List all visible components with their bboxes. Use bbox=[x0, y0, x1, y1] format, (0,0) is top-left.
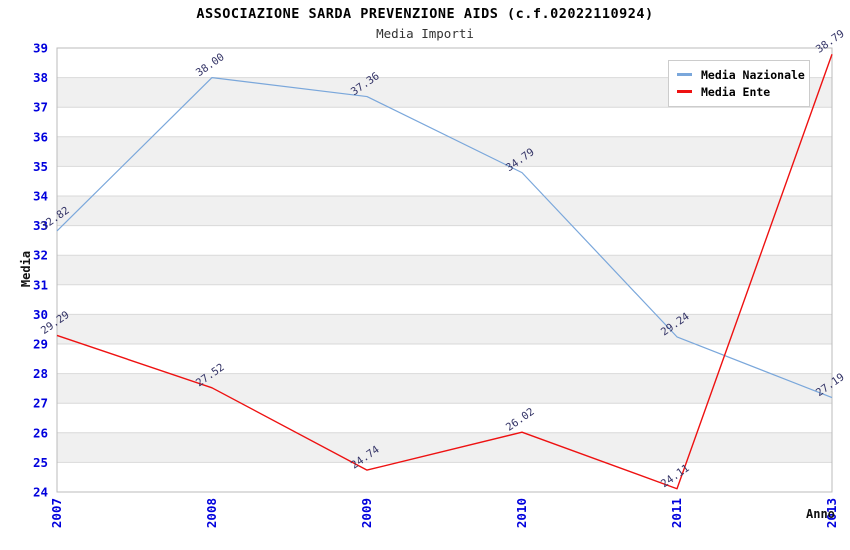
y-tick-label: 36 bbox=[33, 129, 48, 144]
y-tick-label: 39 bbox=[33, 41, 48, 56]
y-tick-label: 25 bbox=[33, 455, 48, 470]
y-tick-label: 33 bbox=[33, 218, 48, 233]
y-gridlines bbox=[57, 77, 832, 463]
band-row bbox=[57, 225, 832, 256]
band-row bbox=[57, 196, 832, 226]
series-line-media-ente bbox=[56, 53, 833, 490]
y-tick-label: 24 bbox=[33, 485, 48, 500]
chart-legend: Media Nazionale Media Ente bbox=[668, 60, 810, 107]
y-axis-title: Media bbox=[19, 250, 33, 288]
x-tick-labels: 2007 2008 2009 2010 2011 2013 bbox=[49, 498, 839, 528]
y-tick-label: 38 bbox=[33, 70, 48, 85]
legend-label: Media Ente bbox=[701, 84, 771, 99]
chart-title: ASSOCIAZIONE SARDA PREVENZIONE AIDS (c.f… bbox=[196, 6, 654, 22]
series-line-media-nazionale bbox=[56, 76, 833, 399]
x-tick-label: 2008 bbox=[204, 498, 219, 528]
x-tick-label: 2010 bbox=[514, 498, 529, 528]
y-tick-label: 37 bbox=[33, 100, 48, 115]
y-tick-label: 32 bbox=[33, 248, 48, 263]
x-tick-label: 2011 bbox=[669, 498, 684, 528]
band-row bbox=[57, 136, 832, 167]
y-tick-label: 29 bbox=[33, 337, 48, 352]
y-tick-label: 30 bbox=[33, 307, 48, 322]
legend-item-media-nazionale: Media Nazionale bbox=[677, 66, 805, 83]
y-tick-labels: 24 25 26 27 28 29 30 31 32 33 34 35 36 37 38 39 bbox=[33, 41, 48, 500]
y-tick-label: 35 bbox=[33, 159, 48, 174]
legend-marker-blue-line bbox=[677, 73, 692, 76]
legend-label: Media Nazionale bbox=[701, 67, 805, 82]
band-row bbox=[57, 462, 832, 492]
y-tick-label: 27 bbox=[33, 396, 48, 411]
band-row bbox=[57, 344, 832, 374]
y-tick-label: 26 bbox=[33, 425, 48, 440]
band-row bbox=[57, 284, 832, 315]
x-axis-title: Anno bbox=[806, 507, 835, 521]
band-row bbox=[57, 255, 832, 285]
y-tick-label: 34 bbox=[33, 189, 48, 204]
band-row bbox=[57, 107, 832, 137]
band-row bbox=[57, 166, 832, 196]
band-row bbox=[57, 403, 832, 433]
legend-marker-red-line bbox=[677, 90, 692, 93]
y-tick-label: 31 bbox=[33, 277, 48, 292]
chart-subtitle: Media Importi bbox=[376, 26, 474, 41]
plot-bands bbox=[57, 48, 832, 492]
y-tick-label: 28 bbox=[33, 366, 48, 381]
band-row bbox=[57, 314, 832, 344]
band-row bbox=[57, 432, 832, 463]
x-tick-label: 2009 bbox=[359, 498, 374, 528]
legend-item-media-ente: Media Ente bbox=[677, 83, 801, 100]
x-tick-label: 2013 bbox=[824, 498, 839, 528]
plot-border bbox=[56, 47, 833, 493]
x-tick-label: 2007 bbox=[49, 498, 64, 528]
